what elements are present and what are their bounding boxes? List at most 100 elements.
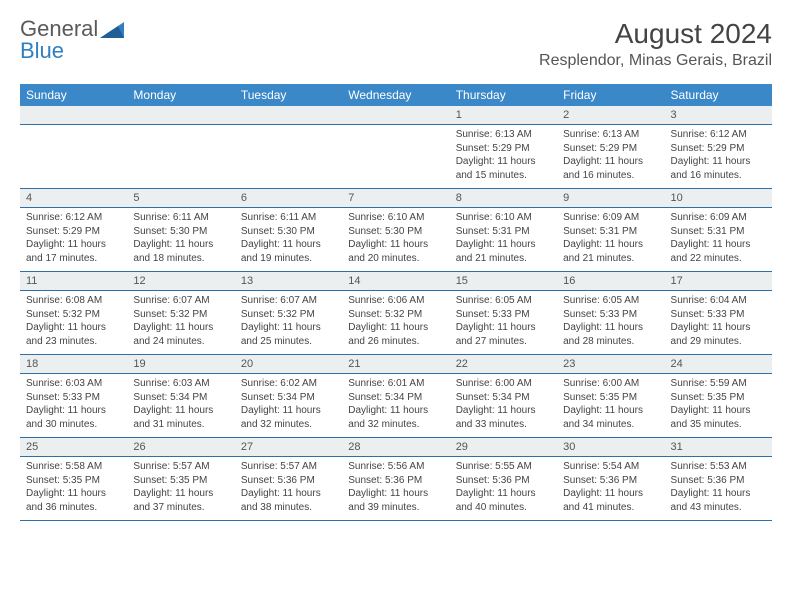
day-number-cell — [235, 106, 342, 125]
day-detail-cell: Sunrise: 6:03 AMSunset: 5:34 PMDaylight:… — [127, 374, 234, 438]
day-number-cell: 17 — [665, 272, 772, 291]
daylight-text: Daylight: 11 hours — [133, 321, 228, 335]
day-number-cell: 27 — [235, 438, 342, 457]
weekday-header-row: Sunday Monday Tuesday Wednesday Thursday… — [20, 84, 772, 106]
weekday-header: Sunday — [20, 84, 127, 106]
sunset-text: Sunset: 5:29 PM — [671, 142, 766, 156]
sunset-text: Sunset: 5:35 PM — [671, 391, 766, 405]
day-number-cell: 24 — [665, 355, 772, 374]
day-detail-cell: Sunrise: 6:12 AMSunset: 5:29 PMDaylight:… — [20, 208, 127, 272]
daylight-text: and 40 minutes. — [456, 501, 551, 515]
location: Resplendor, Minas Gerais, Brazil — [539, 52, 772, 70]
daylight-text: Daylight: 11 hours — [241, 487, 336, 501]
sunset-text: Sunset: 5:34 PM — [348, 391, 443, 405]
day-number-cell: 28 — [342, 438, 449, 457]
sunset-text: Sunset: 5:36 PM — [348, 474, 443, 488]
day-detail-cell: Sunrise: 6:03 AMSunset: 5:33 PMDaylight:… — [20, 374, 127, 438]
day-number-cell: 21 — [342, 355, 449, 374]
daylight-text: Daylight: 11 hours — [348, 238, 443, 252]
day-number-cell — [20, 106, 127, 125]
day-detail-cell: Sunrise: 5:58 AMSunset: 5:35 PMDaylight:… — [20, 457, 127, 521]
daylight-text: and 16 minutes. — [563, 169, 658, 183]
day-detail-cell: Sunrise: 6:10 AMSunset: 5:31 PMDaylight:… — [450, 208, 557, 272]
sunset-text: Sunset: 5:29 PM — [456, 142, 551, 156]
day-number-cell: 11 — [20, 272, 127, 291]
day-number-row: 25262728293031 — [20, 438, 772, 457]
day-detail-row: Sunrise: 6:03 AMSunset: 5:33 PMDaylight:… — [20, 374, 772, 438]
day-number-cell: 9 — [557, 189, 664, 208]
sunset-text: Sunset: 5:31 PM — [671, 225, 766, 239]
daylight-text: Daylight: 11 hours — [241, 238, 336, 252]
day-number-cell: 18 — [20, 355, 127, 374]
sunrise-text: Sunrise: 6:04 AM — [671, 294, 766, 308]
day-detail-cell: Sunrise: 6:09 AMSunset: 5:31 PMDaylight:… — [557, 208, 664, 272]
sunrise-text: Sunrise: 6:07 AM — [241, 294, 336, 308]
daylight-text: and 16 minutes. — [671, 169, 766, 183]
day-detail-cell — [20, 125, 127, 189]
sunrise-text: Sunrise: 6:10 AM — [456, 211, 551, 225]
day-number-cell: 31 — [665, 438, 772, 457]
day-detail-cell — [127, 125, 234, 189]
day-number-row: 11121314151617 — [20, 272, 772, 291]
daylight-text: and 37 minutes. — [133, 501, 228, 515]
day-number-cell: 25 — [20, 438, 127, 457]
daylight-text: Daylight: 11 hours — [26, 238, 121, 252]
sunrise-text: Sunrise: 5:58 AM — [26, 460, 121, 474]
sunset-text: Sunset: 5:29 PM — [26, 225, 121, 239]
daylight-text: and 19 minutes. — [241, 252, 336, 266]
day-detail-row: Sunrise: 6:13 AMSunset: 5:29 PMDaylight:… — [20, 125, 772, 189]
day-detail-row: Sunrise: 6:08 AMSunset: 5:32 PMDaylight:… — [20, 291, 772, 355]
logo-triangle-icon — [100, 20, 126, 45]
daylight-text: and 43 minutes. — [671, 501, 766, 515]
sunset-text: Sunset: 5:32 PM — [26, 308, 121, 322]
sunrise-text: Sunrise: 5:57 AM — [133, 460, 228, 474]
day-detail-cell: Sunrise: 6:11 AMSunset: 5:30 PMDaylight:… — [127, 208, 234, 272]
day-number-cell: 26 — [127, 438, 234, 457]
sunset-text: Sunset: 5:31 PM — [456, 225, 551, 239]
sunset-text: Sunset: 5:35 PM — [563, 391, 658, 405]
calendar-table: Sunday Monday Tuesday Wednesday Thursday… — [20, 84, 772, 521]
day-number-cell: 8 — [450, 189, 557, 208]
sunrise-text: Sunrise: 5:57 AM — [241, 460, 336, 474]
logo: General Blue — [20, 18, 126, 62]
sunrise-text: Sunrise: 6:00 AM — [456, 377, 551, 391]
logo-text: General Blue — [20, 18, 98, 62]
daylight-text: and 24 minutes. — [133, 335, 228, 349]
daylight-text: Daylight: 11 hours — [563, 238, 658, 252]
day-number-cell: 30 — [557, 438, 664, 457]
sunrise-text: Sunrise: 6:02 AM — [241, 377, 336, 391]
daylight-text: Daylight: 11 hours — [26, 321, 121, 335]
sunset-text: Sunset: 5:32 PM — [348, 308, 443, 322]
day-detail-cell: Sunrise: 5:56 AMSunset: 5:36 PMDaylight:… — [342, 457, 449, 521]
sunrise-text: Sunrise: 6:03 AM — [133, 377, 228, 391]
sunset-text: Sunset: 5:36 PM — [241, 474, 336, 488]
daylight-text: and 21 minutes. — [563, 252, 658, 266]
sunrise-text: Sunrise: 6:12 AM — [26, 211, 121, 225]
daylight-text: Daylight: 11 hours — [26, 487, 121, 501]
sunset-text: Sunset: 5:33 PM — [26, 391, 121, 405]
daylight-text: and 41 minutes. — [563, 501, 658, 515]
day-detail-cell — [235, 125, 342, 189]
day-number-cell: 5 — [127, 189, 234, 208]
sunrise-text: Sunrise: 6:03 AM — [26, 377, 121, 391]
sunset-text: Sunset: 5:30 PM — [241, 225, 336, 239]
day-detail-cell: Sunrise: 6:08 AMSunset: 5:32 PMDaylight:… — [20, 291, 127, 355]
month-title: August 2024 — [539, 18, 772, 50]
day-number-cell — [127, 106, 234, 125]
day-number-cell: 29 — [450, 438, 557, 457]
sunrise-text: Sunrise: 6:09 AM — [563, 211, 658, 225]
weekday-header: Wednesday — [342, 84, 449, 106]
day-detail-cell: Sunrise: 6:01 AMSunset: 5:34 PMDaylight:… — [342, 374, 449, 438]
daylight-text: and 32 minutes. — [241, 418, 336, 432]
daylight-text: and 30 minutes. — [26, 418, 121, 432]
day-number-cell: 15 — [450, 272, 557, 291]
sunset-text: Sunset: 5:30 PM — [133, 225, 228, 239]
header: General Blue August 2024 Resplendor, Min… — [20, 18, 772, 70]
daylight-text: and 33 minutes. — [456, 418, 551, 432]
weekday-header: Tuesday — [235, 84, 342, 106]
sunrise-text: Sunrise: 6:07 AM — [133, 294, 228, 308]
sunrise-text: Sunrise: 6:10 AM — [348, 211, 443, 225]
daylight-text: Daylight: 11 hours — [563, 155, 658, 169]
day-number-cell: 23 — [557, 355, 664, 374]
sunrise-text: Sunrise: 5:59 AM — [671, 377, 766, 391]
